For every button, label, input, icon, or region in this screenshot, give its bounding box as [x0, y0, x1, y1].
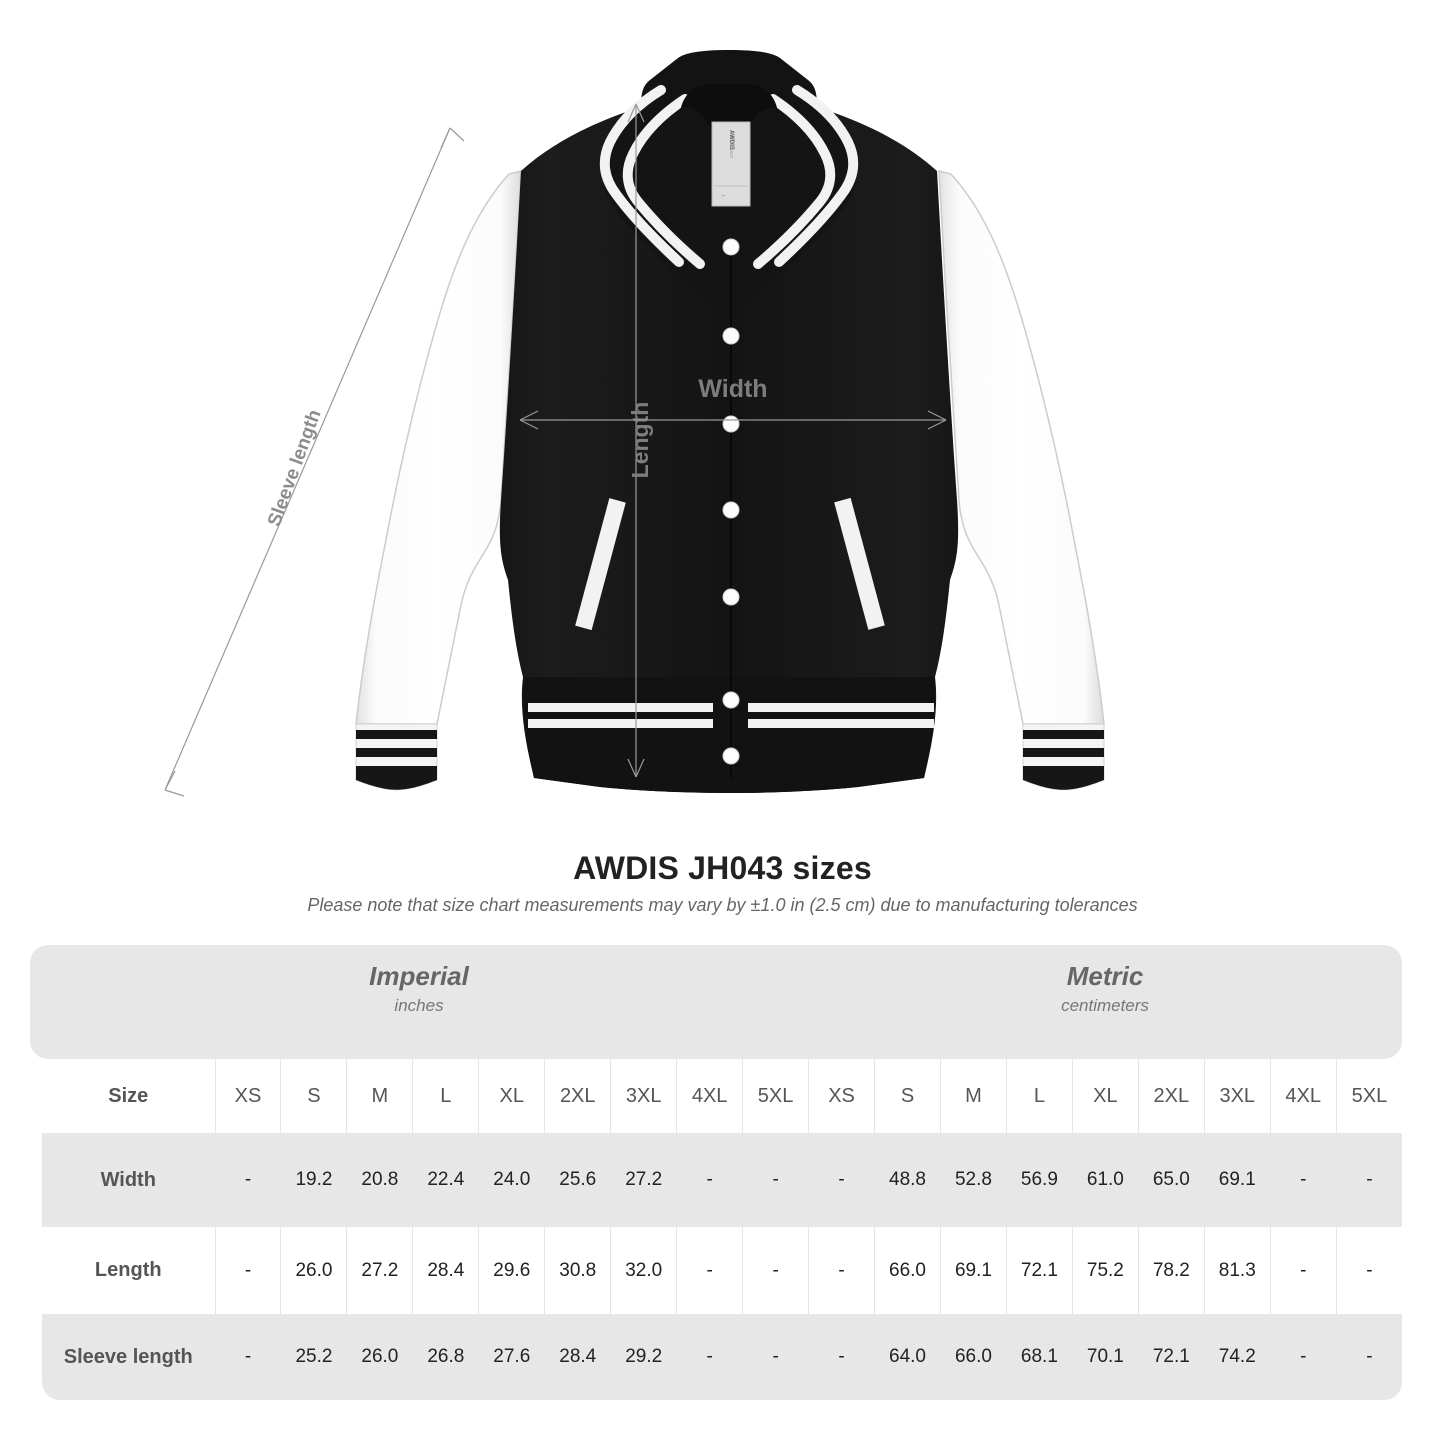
svg-text:L: L — [720, 194, 726, 197]
svg-text:Length: Length — [627, 402, 653, 479]
svg-text:HOODS: HOODS — [729, 142, 734, 158]
svg-text:Width: Width — [698, 375, 767, 403]
svg-text:Sleeve length: Sleeve length — [264, 407, 326, 529]
